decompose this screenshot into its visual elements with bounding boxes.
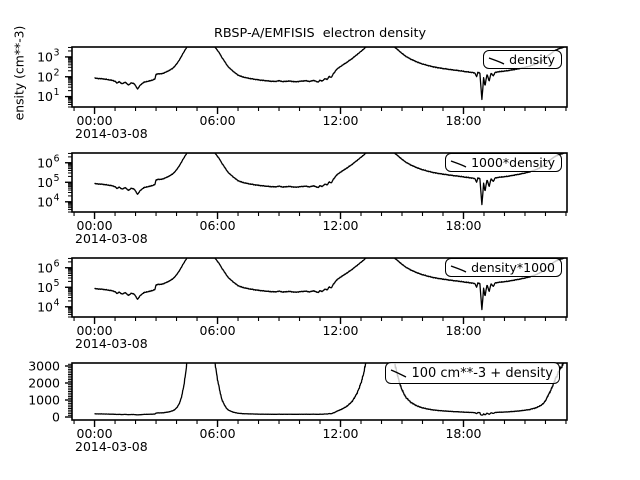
x-tick-label: 06:00 [200, 113, 236, 128]
y-tick-exponent: 5 [54, 278, 60, 289]
y-tick-label: 10 [37, 69, 53, 84]
y-tick-exponent: 5 [54, 173, 60, 184]
x-tick-label: 18:00 [445, 218, 481, 233]
y-tick-label: 10 [37, 175, 53, 190]
panel-frame [71, 257, 568, 318]
panel-frame [71, 46, 568, 108]
y-tick-label: 3000 [28, 358, 60, 373]
legend-panel-4: 100 cm**-3 + density [385, 362, 560, 384]
x-tick-label: 12:00 [322, 113, 358, 128]
y-tick-label: 2000 [28, 375, 60, 390]
panel-4: 00:00 06:00 12:00 18:00 2014-03-08 0 1000 2000 3… [28, 358, 568, 454]
y-tick-exponent: 6 [54, 153, 60, 164]
date-label: 2014-03-08 [75, 439, 148, 454]
x-tick-label: 06:00 [200, 323, 236, 338]
legend-label: 100 cm**-3 + density [411, 365, 553, 381]
panel-frame [71, 362, 568, 421]
x-tick-label: 18:00 [445, 113, 481, 128]
chart-title: RBSP-A/EMFISIS electron density [213, 26, 427, 41]
y-tick-label: 10 [37, 89, 53, 104]
y-tick-exponent: 4 [54, 192, 60, 203]
date-label: 2014-03-08 [75, 336, 148, 351]
x-tick-label: 06:00 [200, 218, 236, 233]
legend-label: density*1000 [471, 260, 555, 275]
x-tick-label: 12:00 [322, 426, 358, 441]
x-tick-label: 06:00 [200, 426, 236, 441]
x-tick-label: 00:00 [77, 426, 113, 441]
date-label: 2014-03-08 [75, 231, 148, 246]
legend-line-icon [450, 159, 467, 168]
y-tick-label: 10 [37, 155, 53, 170]
data-line [94, 47, 567, 101]
y-tick-exponent: 6 [54, 258, 60, 269]
x-tick-label: 00:00 [77, 218, 113, 233]
y-tick-label: 10 [37, 49, 53, 64]
y-tick-label: 1000 [28, 393, 60, 408]
legend-panel-1: density [483, 50, 562, 69]
x-tick-label: 18:00 [445, 426, 481, 441]
y-axis-label: ensity (cm**-3) [11, 25, 27, 121]
x-tick-label: 00:00 [77, 113, 113, 128]
y-tick-label: 10 [37, 260, 53, 275]
legend-line-icon [450, 264, 467, 273]
x-tick-label: 12:00 [322, 323, 358, 338]
legend-line-icon [488, 56, 505, 65]
y-tick-exponent: 4 [54, 297, 60, 308]
y-tick-label: 10 [37, 280, 53, 295]
y-tick-label: 10 [37, 299, 53, 314]
legend-label: density [509, 52, 555, 67]
y-tick-exponent: 2 [54, 67, 60, 78]
x-tick-label: 18:00 [445, 323, 481, 338]
data-line [94, 258, 567, 311]
x-tick-label: 12:00 [322, 218, 358, 233]
legend-panel-3: density*1000 [445, 258, 562, 277]
data-line [94, 363, 565, 416]
legend-panel-2: 1000*density [445, 153, 562, 172]
y-tick-exponent: 1 [54, 87, 60, 98]
y-tick-label: 10 [37, 194, 53, 209]
data-line [94, 153, 567, 206]
y-tick-exponent: 3 [54, 47, 60, 58]
date-label: 2014-03-08 [75, 126, 148, 141]
y-tick-label: 0 [52, 410, 60, 425]
panel-frame [71, 152, 568, 213]
legend-label: 1000*density [471, 155, 555, 170]
legend-line-icon [391, 369, 407, 378]
x-tick-label: 00:00 [77, 323, 113, 338]
